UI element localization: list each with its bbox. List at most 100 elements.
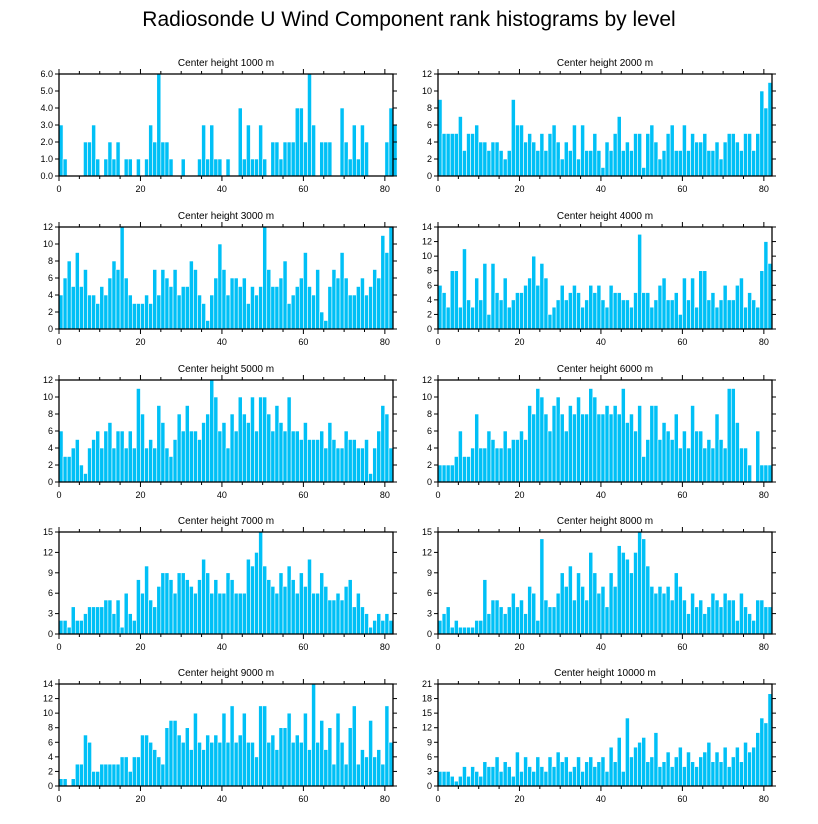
panel-5-xtick-label: 0 [56, 490, 61, 500]
panel-10-bar [698, 756, 704, 787]
panel-3-bar [303, 252, 308, 330]
panel-2-bar [584, 150, 590, 177]
panel-8-bar [649, 586, 655, 635]
panel-7-bar [180, 572, 186, 635]
panel-7-bar [241, 592, 247, 635]
panel-5-bar [347, 439, 353, 483]
panel-1-bar [148, 124, 153, 177]
panel-7-bar [193, 592, 198, 635]
panel-3-bar [189, 260, 194, 330]
panel-8-bar [449, 626, 455, 635]
panel-7-bar [127, 613, 133, 635]
panel-3-bar [270, 286, 276, 330]
panel-2-bar [657, 158, 663, 177]
panel-10-bar [531, 771, 537, 787]
panel-4-bar [620, 299, 626, 330]
panel-9-ytick-label: 0 [48, 781, 53, 791]
panel-3-bar [331, 269, 337, 330]
panel-7-bar [103, 599, 109, 635]
panel-4-bar [726, 299, 732, 330]
panel-3-bar [221, 269, 227, 330]
panel-2-bar [669, 124, 675, 177]
panel-7-bar [225, 572, 231, 635]
panel-8-bar [661, 592, 667, 635]
panel-8-bar [625, 558, 630, 635]
panel-10-bar [441, 771, 447, 787]
panel-3-bar [66, 260, 72, 330]
panel-7-bar [213, 579, 219, 635]
panel-1-bar [347, 158, 353, 177]
panel-8-bar [498, 606, 504, 635]
panel-3-bar [205, 320, 211, 330]
panel-9-bar [266, 741, 272, 787]
panel-9-bar [319, 720, 325, 787]
panel-5-bar [364, 439, 369, 483]
panel-6-bar [653, 405, 659, 483]
panel-3-ytick-label: 6 [48, 273, 53, 283]
panel-4-bar [490, 263, 496, 330]
panel-2-ytick-label: 6 [427, 120, 432, 130]
panel-2-bar [511, 99, 516, 177]
panel-9-xtick-label: 40 [217, 794, 227, 804]
panel-4-bar [653, 299, 659, 330]
panel-8-ytick-label: 3 [427, 609, 432, 619]
panel-4-bar [616, 292, 622, 330]
panel-1-title: Center height 1000 m [178, 58, 274, 69]
panel-4-bar [466, 299, 471, 330]
panel-10-bar [678, 746, 683, 787]
panel-4-bar [515, 292, 520, 330]
panel-6-ytick-label: 4 [427, 443, 432, 453]
panel-1-ytick-label: 0.0 [40, 171, 53, 181]
panel-10-bar [665, 751, 671, 787]
panel-8-bar [600, 586, 606, 635]
panel-2-bar [686, 150, 691, 177]
panel-6-bar [678, 447, 683, 483]
panel-7-bar [282, 586, 288, 635]
panel-4-bar [637, 233, 642, 330]
panel-4-bar [482, 263, 488, 330]
panel-4-bar [596, 284, 602, 330]
panel-9-bar [351, 705, 357, 787]
panel-3-bar [140, 303, 145, 330]
panel-8-bar [686, 613, 691, 635]
panel-5-bar [83, 473, 88, 483]
panel-8-bar [511, 592, 516, 635]
panel-4-bar [470, 306, 475, 330]
panel-4-bar [669, 299, 675, 330]
panel-10-bar [686, 751, 691, 787]
panel-10-bar [458, 775, 463, 787]
panel-2-bar [515, 124, 520, 177]
panel-8-bar [682, 599, 687, 635]
panel-10-bar [645, 761, 651, 787]
panel-2-bar [690, 133, 695, 177]
panel-7-bar [380, 620, 386, 635]
panel-3-xtick-label: 40 [217, 337, 227, 347]
panel-5-bar [278, 422, 284, 483]
panel-2-bar [759, 90, 765, 177]
panel-6-bar [722, 447, 728, 483]
panel-8-ytick-label: 9 [427, 568, 432, 578]
panel-5-bar [164, 447, 170, 483]
panel-8-bar [563, 586, 569, 635]
panel-4-bar [649, 306, 655, 330]
panel-8-bar [494, 599, 500, 635]
panel-9-bar [347, 727, 353, 787]
panel-3-bar [356, 286, 361, 330]
panel-8-bar [445, 606, 451, 635]
panel-3-bar [193, 269, 198, 330]
panel-7-ytick-label: 9 [48, 568, 53, 578]
panel-7-bar [136, 579, 141, 635]
panel-6-bar [588, 388, 594, 483]
panel-3-bar [144, 294, 149, 330]
panel-6-ytick-label: 8 [427, 409, 432, 419]
panel-7-bar [111, 613, 117, 635]
panel-6-bar [726, 388, 732, 483]
panel-3-bar [111, 260, 117, 330]
panel-9-bar [201, 749, 206, 787]
panel-10-bar [629, 756, 634, 787]
panel-6-bar [763, 464, 769, 483]
panel-6-bar [759, 464, 765, 483]
panel-6-bar [462, 456, 467, 483]
panel-7-bar [83, 613, 88, 635]
panel-4-bar [588, 284, 594, 330]
